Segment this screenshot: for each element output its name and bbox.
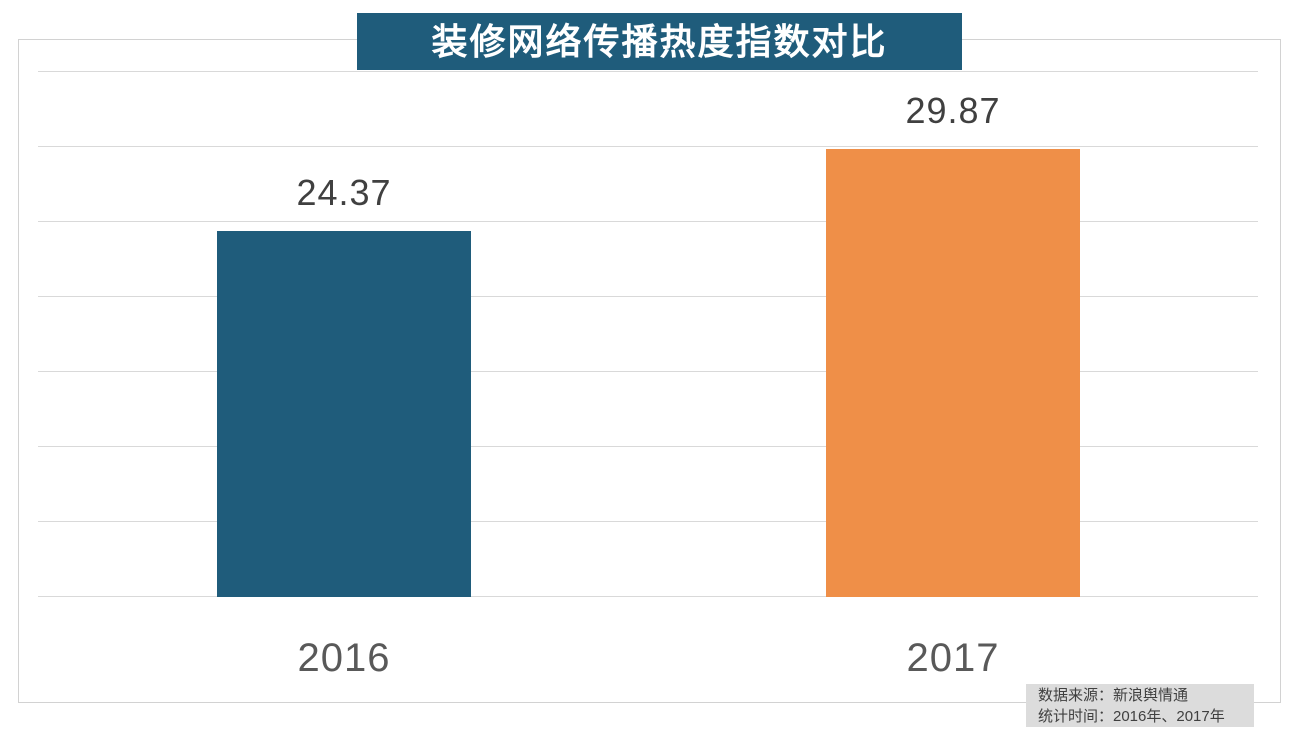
gridline [38,446,1258,447]
bar-2017 [826,149,1080,597]
value-label-2016: 24.37 [296,172,392,213]
gridline [38,296,1258,297]
bar-group-2017: 29.87 [826,93,1080,597]
bar-group-2016: 24.37 [217,175,471,597]
gridline [38,596,1258,597]
bar-2016 [217,231,471,597]
chart-title: 装修网络传播热度指数对比 [357,13,962,70]
x-axis-label-2016: 2016 [297,636,391,680]
x-axis-label-2017: 2017 [906,636,1000,680]
period-line: 统计时间：2016年、2017年 [1038,708,1225,725]
gridline [38,371,1258,372]
source-note: 数据来源：新浪舆情通 统计时间：2016年、2017年 [1026,684,1254,727]
gridline [38,71,1258,72]
gridline [38,521,1258,522]
gridline [38,221,1258,222]
plot-area: 24.37 29.87 [38,39,1258,597]
value-label-2017: 29.87 [905,90,1001,131]
source-line: 数据来源：新浪舆情通 [1038,687,1189,704]
gridline [38,146,1258,147]
